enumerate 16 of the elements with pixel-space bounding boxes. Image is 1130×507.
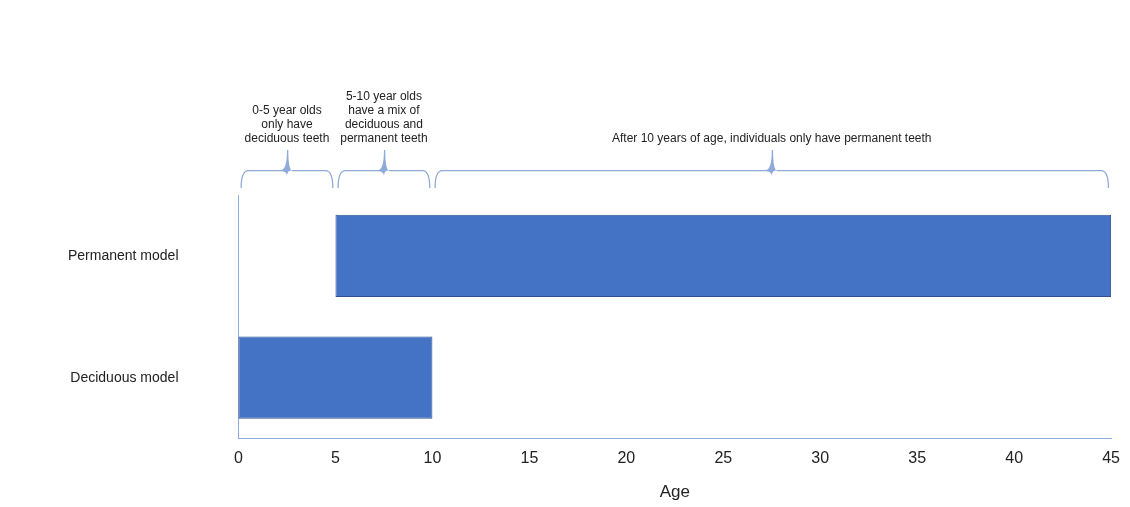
text: After 10 years of age, individuals only have permanent teeth — [611, 131, 932, 145]
x-tick-label: 5 — [331, 448, 341, 466]
x-tick-label: 25 — [714, 448, 733, 466]
x-tick-label: 20 — [617, 448, 636, 466]
x-axis-title: Age — [659, 481, 690, 501]
x-tick-label: 10 — [423, 448, 442, 466]
x-tick-label: 0 — [234, 448, 244, 466]
x-tick-label: 30 — [811, 448, 830, 466]
text: 0-5 year olds only have deciduous teeth — [244, 103, 330, 145]
y-tick-label: Permanent model — [67, 246, 179, 263]
y-tick-label: Deciduous model — [70, 368, 179, 385]
x-tick-label: 40 — [1005, 448, 1024, 466]
x-tick-label: 45 — [1102, 448, 1121, 466]
x-tick-label: 15 — [520, 448, 539, 466]
x-tick-label: 35 — [908, 448, 927, 466]
text: 5-10 year olds have a mix of deciduous and permanent teeth — [340, 89, 428, 145]
